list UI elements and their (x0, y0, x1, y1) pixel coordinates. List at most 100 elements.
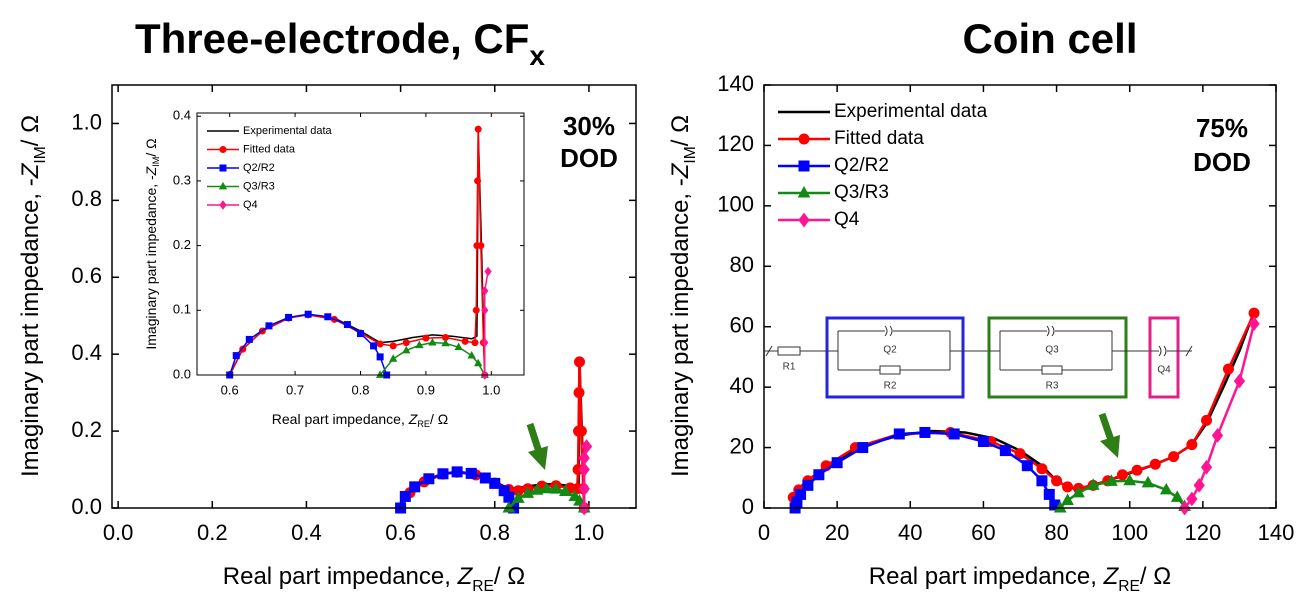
label-symbol: Z (667, 162, 694, 179)
marker (831, 457, 843, 469)
marker (1116, 469, 1128, 481)
y-tick-label: 0.0 (71, 494, 102, 519)
x-tick-label: 0.8 (479, 520, 510, 545)
marker (481, 337, 489, 348)
resistor (1041, 365, 1063, 375)
x-tick-label: 0.8 (351, 382, 369, 397)
x-tick-label: 0.2 (197, 520, 228, 545)
marker (798, 133, 810, 145)
x-axis-label: Real part impedance, ZRE/ Ω (223, 563, 525, 593)
marker (795, 488, 807, 500)
label-subscript: RE (472, 578, 494, 593)
equivalent-circuit: R1 Q2 R2 Q3 R3 Q4 (764, 316, 1193, 399)
q2-r2-box (825, 316, 965, 399)
y-tick-label: 0.2 (173, 237, 191, 252)
marker (502, 500, 516, 513)
marker (575, 425, 587, 437)
marker (451, 466, 463, 478)
x-tick-label: 0.0 (103, 520, 134, 545)
y-tick-label: 0.6 (71, 263, 102, 288)
label-text: Imaginary part impedance, - (17, 178, 44, 477)
marker (402, 339, 410, 347)
marker (511, 491, 525, 503)
resistor (879, 365, 901, 375)
label-unit: / Ω (17, 115, 44, 146)
marker (1021, 460, 1033, 472)
x-tick-label: 1.0 (482, 382, 500, 397)
marker (893, 428, 905, 440)
marker (437, 468, 449, 480)
marker (578, 462, 590, 477)
plot-frame (111, 84, 637, 509)
marker (219, 146, 227, 153)
label-text: Imaginary part impedance, - (667, 178, 694, 477)
annotation: 75% (1196, 113, 1248, 143)
y-tick-label: 0.3 (173, 172, 191, 187)
legend-label: Experimental data (834, 101, 988, 122)
marker (218, 181, 228, 190)
marker (484, 266, 492, 277)
marker (1170, 490, 1184, 502)
x-tick-label: 0.4 (291, 520, 322, 545)
label-subscript: RE (1118, 578, 1140, 593)
cpe (1046, 325, 1055, 337)
annotation: 30% (563, 111, 615, 141)
circuit-label: R2 (884, 381, 897, 392)
chart: 0 20 40 60 80 100 120 140 0 20 40 60 80 100 120 140 Coin… (667, 15, 1294, 593)
marker (343, 321, 351, 329)
marker (578, 481, 590, 497)
legend-label: Fitted data (243, 143, 296, 155)
marker (265, 322, 273, 330)
marker (1086, 478, 1100, 490)
y-axis-label: Imaginary part impedance, -ZIM/ Ω (17, 115, 48, 477)
marker (1036, 475, 1048, 487)
marker (578, 450, 590, 466)
x-tick-label: 80 (1044, 520, 1068, 545)
label-subscript: IM (32, 146, 49, 163)
marker (1141, 475, 1155, 488)
circuit-label: Q2 (883, 345, 897, 356)
chart-title: Three-electrode, CFx (135, 15, 545, 71)
x-tick-label: 0.7 (286, 382, 304, 397)
marker (423, 473, 435, 485)
x-tick-label: 0.6 (221, 382, 239, 397)
label-symbol: Z (457, 563, 474, 590)
marker (477, 242, 485, 250)
y-tick-label: 0 (742, 494, 754, 519)
marker (1043, 488, 1055, 500)
marker (573, 494, 586, 506)
title-text: Three-electrode, CF (135, 15, 529, 62)
label-symbol: Z (1103, 563, 1120, 590)
marker (370, 342, 378, 350)
q4-box (1148, 316, 1180, 399)
x-tick-label: 40 (898, 520, 922, 545)
marker (573, 387, 585, 399)
y-tick-label: 0.8 (71, 186, 102, 211)
y-axis-label: Imaginary part impedance, -ZIM/ Ω (667, 115, 698, 477)
y-tick-label: 80 (730, 252, 754, 277)
marker (1168, 451, 1180, 463)
chart: 0.6 0.7 0.8 0.9 1.0 0.0 0.1 0.2 0.3 0.4 Real part … (143, 108, 525, 429)
marker (540, 481, 553, 494)
legend-label: Q3/R3 (834, 182, 889, 203)
marker (1149, 458, 1161, 470)
marker (471, 339, 479, 347)
legend-label: Q4 (243, 199, 258, 211)
y-tick-label: 40 (730, 373, 754, 398)
q3-r3-box (987, 316, 1128, 399)
marker (219, 164, 227, 172)
y-tick-label: 0.0 (173, 366, 191, 381)
marker (1186, 491, 1198, 507)
marker (415, 340, 424, 349)
label-unit: / Ω (667, 115, 694, 146)
wire (1185, 345, 1193, 357)
marker (474, 177, 482, 185)
chart-title: Coin cell (962, 15, 1137, 62)
marker (1072, 485, 1085, 498)
marker (1193, 478, 1205, 493)
label-unit: / Ω (1140, 563, 1171, 590)
label-text: Imaginary part impedance, - (143, 175, 159, 350)
marker (521, 486, 535, 498)
marker (357, 330, 364, 338)
